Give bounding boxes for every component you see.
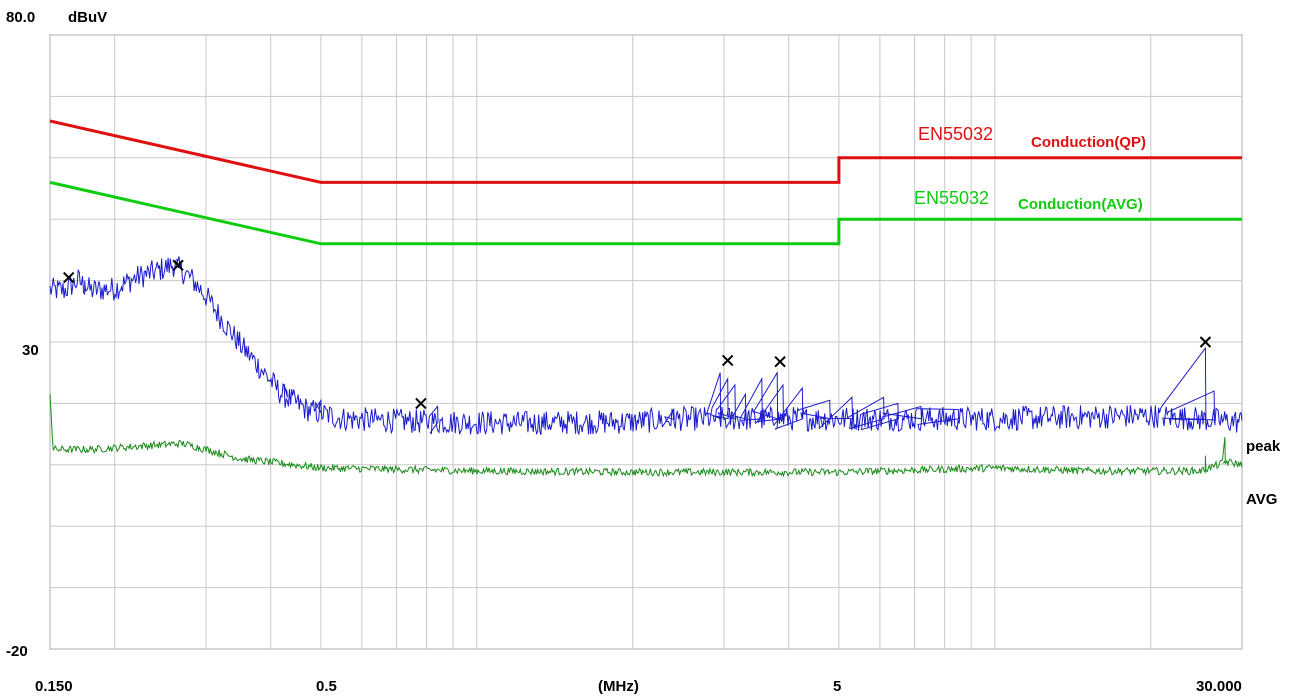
x-tick-label-0: 0.150	[35, 678, 73, 695]
x-tick-label-1: 0.5	[316, 678, 337, 695]
measurement-traces	[49, 256, 1243, 478]
qp-limit-line	[49, 119, 1242, 184]
x-tick-label-3: 30.000	[1196, 678, 1242, 695]
limit-lines	[49, 119, 1242, 246]
y-tick-label-mid: 30	[22, 342, 39, 359]
x-tick-label-2: 5	[833, 678, 841, 695]
avg-limit-line	[49, 180, 1242, 246]
peak-marker	[721, 354, 734, 367]
avg-limit-standard-label: EN55032	[914, 188, 989, 208]
peak-marker	[774, 355, 786, 368]
peak-marker	[1199, 336, 1212, 348]
y-tick-label-top: 80.0	[6, 9, 35, 26]
peak-marker	[415, 397, 427, 410]
peak-trace	[49, 256, 1243, 436]
x-axis-label: (MHz)	[598, 678, 639, 695]
peak-marker	[172, 259, 184, 271]
qp-limit-name-label: Conduction(QP)	[1031, 134, 1146, 151]
qp-limit-standard-label: EN55032	[918, 124, 993, 144]
unit-label: dBuV	[68, 9, 107, 26]
avg-trace	[49, 394, 1243, 478]
avg-series-label: AVG	[1246, 491, 1277, 508]
peak-markers	[62, 259, 1212, 410]
grid	[49, 34, 1243, 650]
y-tick-label-bottom: -20	[6, 643, 28, 660]
avg-limit-name-label: Conduction(AVG)	[1018, 196, 1143, 213]
peak-marker	[62, 271, 75, 284]
peak-series-label: peak	[1246, 438, 1281, 455]
